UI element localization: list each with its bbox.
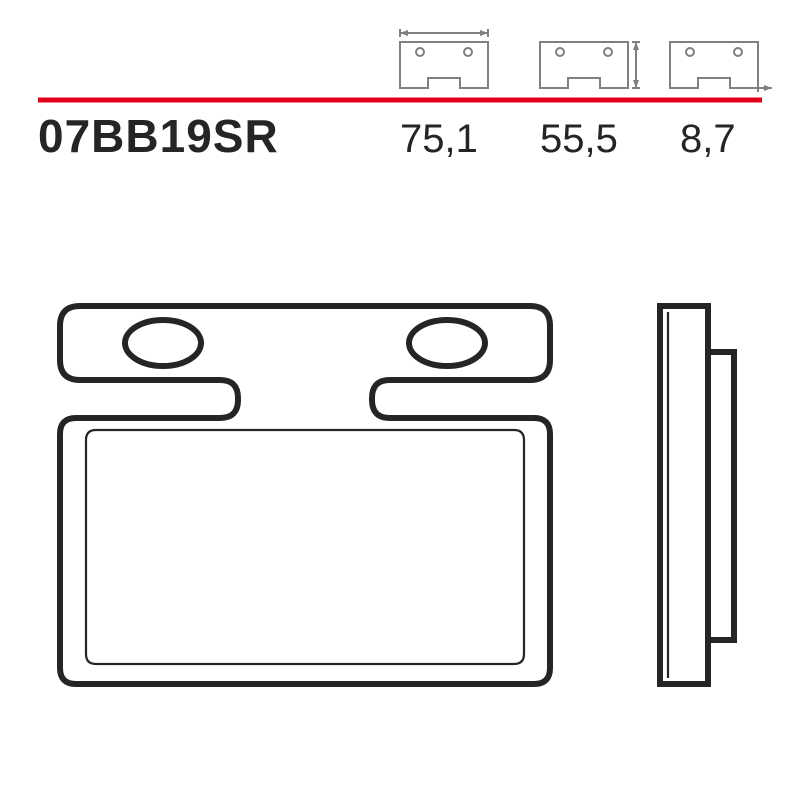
diagram-container: 07BB19SR 75,1 55,5 8,7 bbox=[0, 0, 800, 800]
side-view bbox=[660, 306, 734, 684]
header-icons bbox=[400, 29, 772, 92]
icon-width bbox=[400, 29, 488, 88]
dimension-thickness: 8,7 bbox=[680, 117, 736, 161]
front-view bbox=[60, 306, 550, 684]
icon-thickness bbox=[670, 42, 772, 92]
icon-height bbox=[540, 42, 640, 88]
diagram-svg: 07BB19SR 75,1 55,5 8,7 bbox=[0, 0, 800, 800]
dimension-height: 55,5 bbox=[540, 117, 618, 161]
part-number: 07BB19SR bbox=[38, 110, 279, 162]
dimension-width: 75,1 bbox=[400, 117, 478, 161]
